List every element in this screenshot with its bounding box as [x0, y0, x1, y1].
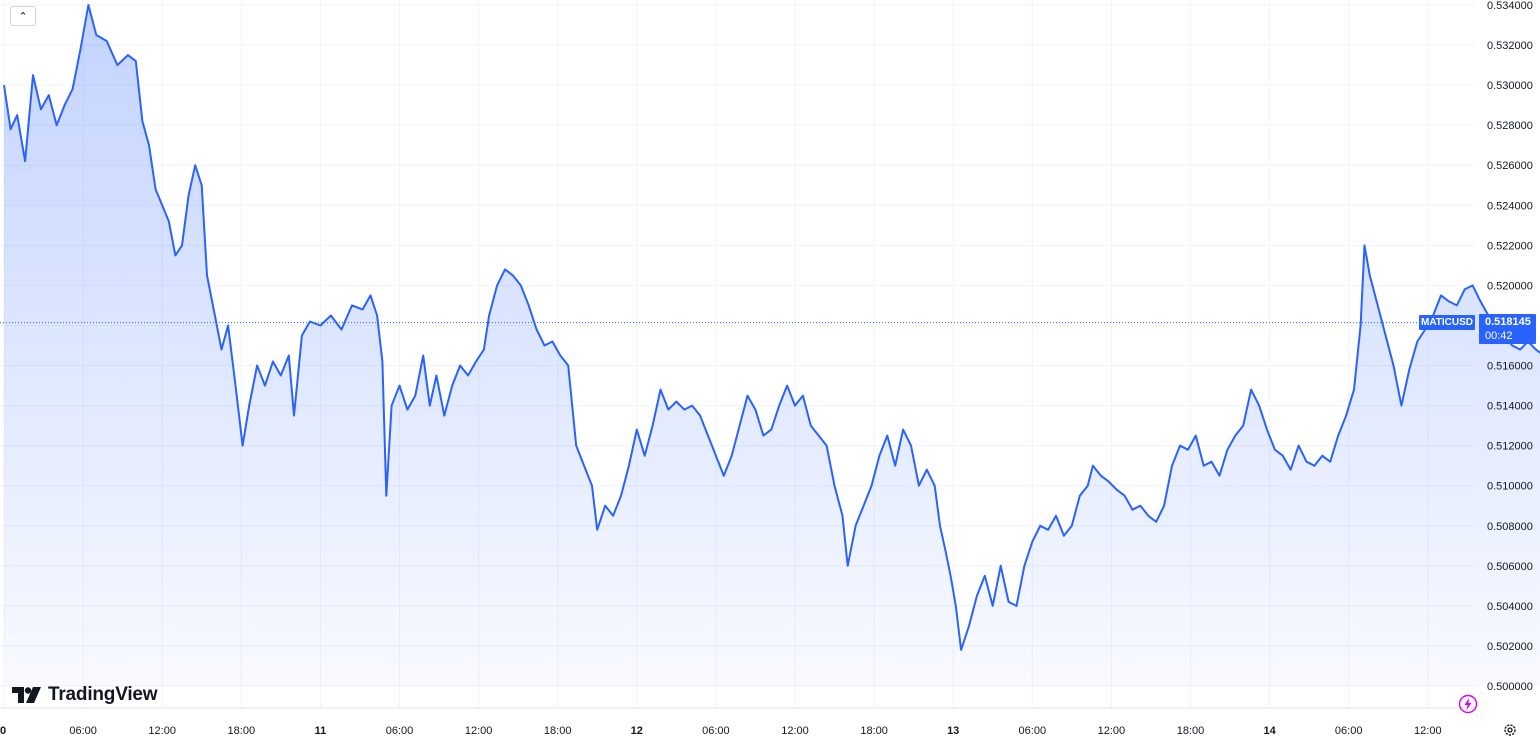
y-tick-label: 0.508000	[1487, 521, 1533, 533]
x-tick-label: 14	[1263, 725, 1276, 737]
last-price-box: 0.518145 00:42	[1479, 314, 1536, 344]
y-tick-label: 0.528000	[1487, 120, 1533, 132]
x-tick-label: 06:00	[386, 725, 414, 737]
x-axis: 0 06:00 12:00 18:00 11 06:00 12:00 18:00 12 06:00…	[0, 725, 1442, 737]
x-tick-label: 18:00	[228, 725, 256, 737]
x-tick-label: 06:00	[702, 725, 730, 737]
symbol-label: MATICUSD	[1419, 315, 1475, 330]
lightning-icon[interactable]	[1458, 694, 1478, 714]
x-tick-label: 13	[947, 725, 959, 737]
y-tick-label: 0.524000	[1487, 200, 1533, 212]
chevron-up-icon: ⌃	[18, 9, 28, 23]
y-axis: 0.534000 0.532000 0.530000 0.528000 0.526000…	[1487, 0, 1533, 693]
y-tick-label: 0.506000	[1487, 561, 1533, 573]
x-tick-label: 12:00	[148, 725, 176, 737]
x-tick-label: 11	[315, 725, 327, 737]
y-tick-label: 0.504000	[1487, 601, 1533, 613]
y-tick-label: 0.510000	[1487, 481, 1533, 493]
y-tick-label: 0.514000	[1487, 401, 1533, 413]
price-line	[3, 4, 1540, 651]
collapse-button[interactable]: ⌃	[10, 6, 36, 26]
y-tick-label: 0.532000	[1487, 40, 1533, 52]
y-tick-label: 0.502000	[1487, 641, 1533, 653]
price-area-fill	[4, 5, 1540, 686]
y-tick-label: 0.534000	[1487, 0, 1533, 12]
y-tick-label: 0.526000	[1487, 160, 1533, 172]
x-tick-label: 12:00	[781, 725, 809, 737]
bar-countdown: 00:42	[1485, 330, 1513, 342]
gear-icon[interactable]	[1502, 722, 1518, 738]
x-tick-label: 18:00	[860, 725, 888, 737]
y-tick-label: 0.500000	[1487, 681, 1533, 693]
x-tick-label: 06:00	[1335, 725, 1363, 737]
x-tick-label: 12	[631, 725, 643, 737]
tradingview-logo-icon	[12, 687, 41, 703]
x-tick-label: 12:00	[1098, 725, 1126, 737]
y-tick-label: 0.530000	[1487, 80, 1533, 92]
y-tick-label: 0.516000	[1487, 361, 1533, 373]
x-tick-label: 06:00	[69, 725, 97, 737]
x-tick-label: 0	[0, 725, 6, 737]
x-tick-label: 12:00	[465, 725, 493, 737]
last-price-value: 0.518145	[1485, 316, 1531, 328]
logo-text: TradingView	[48, 684, 158, 705]
tradingview-logo[interactable]: TradingView	[12, 684, 158, 706]
x-tick-label: 06:00	[1019, 725, 1047, 737]
y-tick-label: 0.520000	[1487, 280, 1533, 292]
x-tick-label: 12:00	[1414, 725, 1442, 737]
y-tick-label: 0.522000	[1487, 240, 1533, 252]
x-tick-label: 18:00	[544, 725, 572, 737]
y-tick-label: 0.512000	[1487, 441, 1533, 453]
x-tick-label: 18:00	[1177, 725, 1205, 737]
